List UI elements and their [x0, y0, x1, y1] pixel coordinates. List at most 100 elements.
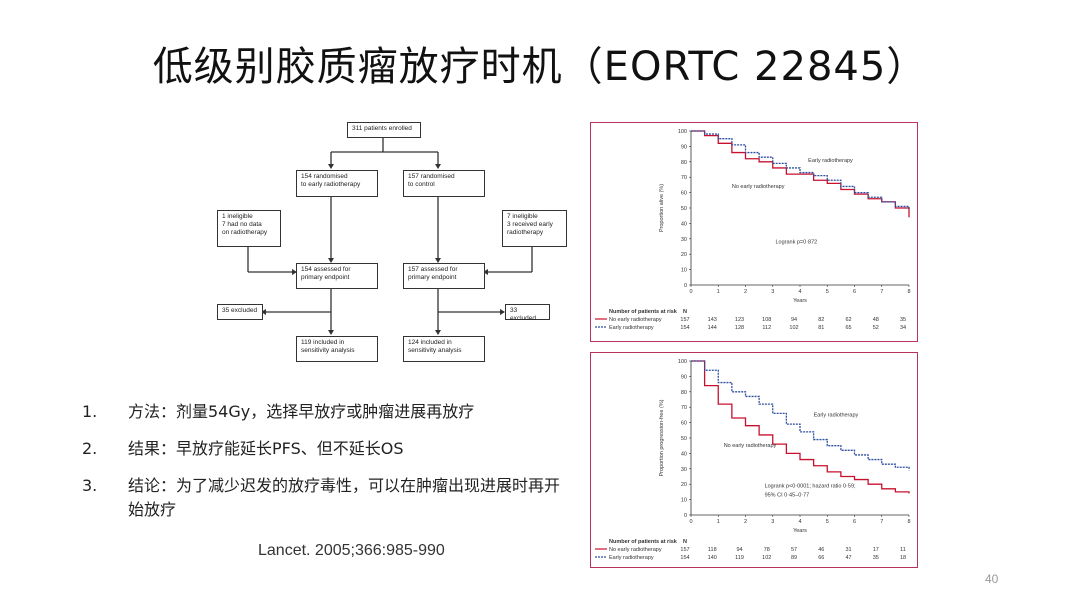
flow-assessed-early: 154 assessed for primary endpoint: [296, 263, 378, 289]
flow-sensitivity-early: 119 included in sensitivity analysis: [296, 336, 378, 362]
list-number: 3.: [82, 476, 98, 495]
y-tick-label: 60: [681, 421, 687, 427]
page-number: 40: [985, 572, 999, 586]
risk-cell: 154: [680, 555, 689, 561]
risk-row-label: Early radiotherapy: [609, 555, 654, 561]
y-tick-label: 100: [678, 129, 687, 135]
y-tick-label: 50: [681, 206, 687, 212]
x-tick-label: 8: [907, 289, 910, 295]
list-number: 2.: [82, 439, 98, 458]
x-tick-label: 2: [744, 289, 747, 295]
x-tick-label: 1: [717, 289, 720, 295]
x-tick-label: 8: [907, 519, 910, 525]
y-axis-label: Proportion alive (%): [659, 184, 665, 232]
flow-excluded-left: 35 excluded: [217, 304, 263, 320]
series-line-no-early: [691, 360, 910, 494]
risk-cell: 35: [873, 555, 879, 561]
x-axis-label: Years: [793, 528, 807, 534]
y-tick-label: 40: [681, 451, 687, 457]
x-tick-label: 7: [880, 519, 883, 525]
logrank-annotation: Logrank p=0·872: [775, 239, 817, 245]
x-tick-label: 0: [689, 519, 692, 525]
risk-cell: 52: [873, 325, 879, 331]
risk-cell: 48: [873, 317, 879, 323]
risk-cell: 123: [735, 317, 744, 323]
flow-randomised-early: 154 randomised to early radiotherapy: [296, 170, 378, 197]
y-tick-label: 80: [681, 160, 687, 166]
series-label: Early radiotherapy: [808, 158, 853, 164]
flow-left-exclusions: 1 ineligible 7 had no data on radiothera…: [217, 210, 281, 247]
list-item: 2. 结果：早放疗能延长PFS、但不延长OS: [82, 437, 572, 461]
risk-cell: 46: [818, 547, 824, 553]
risk-table-n-label: N: [683, 309, 687, 315]
slide-title: 低级别胶质瘤放疗时机（EORTC 22845）: [152, 44, 928, 90]
y-tick-label: 10: [681, 268, 687, 274]
flow-sensitivity-control: 124 included in sensitivity analysis: [403, 336, 485, 362]
flow-enrolled: 311 patients enrolled: [347, 122, 421, 138]
risk-cell: 57: [791, 547, 797, 553]
risk-cell: 108: [762, 317, 771, 323]
list-text: 结论：为了减少迟发的放疗毒性，可以在肿瘤出现进展时再开始放疗: [128, 476, 561, 519]
risk-cell: 157: [680, 547, 689, 553]
risk-cell: 89: [791, 555, 797, 561]
x-tick-label: 3: [771, 289, 774, 295]
risk-cell: 119: [735, 555, 744, 561]
y-tick-label: 40: [681, 221, 687, 227]
risk-cell: 94: [736, 547, 742, 553]
x-tick-label: 4: [798, 519, 801, 525]
y-tick-label: 30: [681, 467, 687, 473]
x-tick-label: 6: [853, 289, 856, 295]
y-tick-label: 50: [681, 436, 687, 442]
x-tick-label: 1: [717, 519, 720, 525]
ci-annotation: 95% CI 0·45–0·77: [765, 493, 810, 499]
x-tick-label: 0: [689, 289, 692, 295]
flow-excluded-right: 33 excluded: [505, 304, 550, 322]
list-item: 3. 结论：为了减少迟发的放疗毒性，可以在肿瘤出现进展时再开始放疗: [82, 474, 572, 522]
series-line-no-early: [691, 130, 910, 218]
risk-cell: 81: [818, 325, 824, 331]
risk-cell: 143: [708, 317, 717, 323]
risk-cell: 17: [873, 547, 879, 553]
y-tick-label: 10: [681, 498, 687, 504]
x-tick-label: 7: [880, 289, 883, 295]
y-tick-label: 90: [681, 374, 687, 380]
flow-assessed-control: 157 assessed for primary endpoint: [403, 263, 485, 289]
y-tick-label: 80: [681, 390, 687, 396]
y-tick-label: 60: [681, 191, 687, 197]
citation: Lancet. 2005;366:985-990: [258, 542, 445, 559]
list-text: 结果：早放疗能延长PFS、但不延长OS: [128, 439, 404, 458]
risk-cell: 118: [708, 547, 717, 553]
series-label: No early radiotherapy: [724, 443, 777, 449]
risk-cell: 35: [900, 317, 906, 323]
risk-row-label: No early radiotherapy: [609, 317, 662, 323]
flow-right-exclusions: 7 ineligible 3 received early radiothera…: [502, 210, 567, 247]
risk-table-header: Number of patients at risk: [609, 539, 678, 545]
risk-cell: 11: [900, 547, 906, 553]
series-label: No early radiotherapy: [732, 184, 785, 190]
risk-cell: 66: [818, 555, 824, 561]
series-label: Early radiotherapy: [814, 412, 859, 418]
risk-cell: 82: [818, 317, 824, 323]
risk-cell: 78: [764, 547, 770, 553]
risk-table-header: Number of patients at risk: [609, 309, 678, 315]
x-tick-label: 5: [826, 289, 829, 295]
risk-cell: 65: [845, 325, 851, 331]
risk-cell: 18: [900, 555, 906, 561]
y-tick-label: 100: [678, 359, 687, 365]
risk-cell: 102: [789, 325, 798, 331]
flow-randomised-control: 157 randomised to control: [403, 170, 485, 197]
risk-cell: 34: [900, 325, 906, 331]
y-axis-label: Proportion progression-free (%): [659, 399, 665, 476]
risk-cell: 128: [735, 325, 744, 331]
risk-row-label: No early radiotherapy: [609, 547, 662, 553]
risk-cell: 102: [762, 555, 771, 561]
x-tick-label: 5: [826, 519, 829, 525]
y-tick-label: 0: [684, 283, 687, 289]
y-tick-label: 30: [681, 237, 687, 243]
findings-list: 1. 方法：剂量54Gy，选择早放疗或肿瘤进展再放疗 2. 结果：早放疗能延长P…: [82, 400, 572, 535]
y-tick-label: 20: [681, 252, 687, 258]
list-text: 方法：剂量54Gy，选择早放疗或肿瘤进展再放疗: [128, 402, 475, 421]
risk-cell: 140: [708, 555, 717, 561]
